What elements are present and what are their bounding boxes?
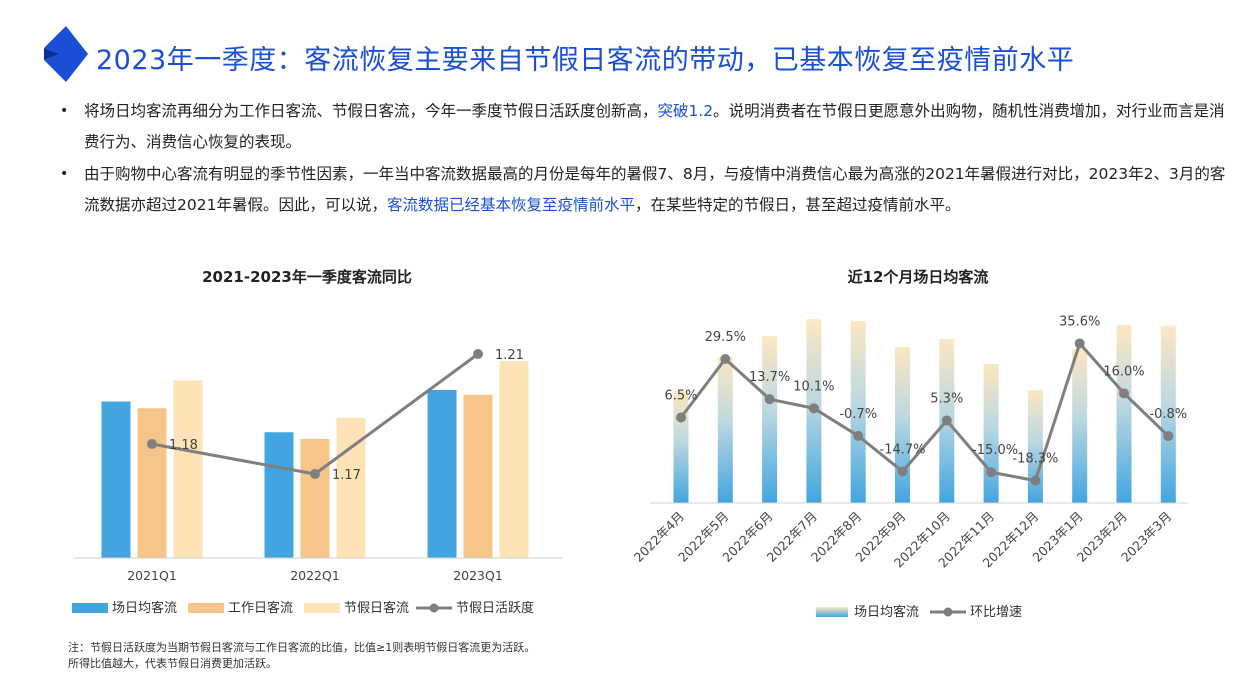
data-label: 16.0%	[1103, 364, 1144, 379]
legend-label: 节假日客流	[344, 600, 409, 616]
bar-daily-traffic	[762, 336, 778, 503]
bar-daily-traffic	[1027, 390, 1043, 503]
footnote-line: 所得比值越大，代表节假日消费更加活跃。	[68, 657, 277, 670]
data-label: 35.6%	[1059, 314, 1100, 329]
bullet-highlight: 突破1.2	[657, 102, 714, 120]
bullet-item: • 将场日均客流再细分为工作日客流、节假日客流，今年一季度节假日活跃度创新高，突…	[56, 96, 1226, 158]
data-label: -0.8%	[1149, 407, 1187, 422]
bullet-text: 。说明消费者在节假日更愿意外出购物，随机性消费增加，对行业而言是消费行为、消费信…	[84, 102, 1225, 151]
line-point	[808, 403, 819, 414]
data-label: -0.7%	[839, 407, 877, 422]
bullet-list: • 将场日均客流再细分为工作日客流、节假日客流，今年一季度节假日活跃度创新高，突…	[56, 96, 1226, 222]
bar-daily-traffic	[1160, 326, 1176, 503]
legend-label: 场日均客流	[112, 600, 177, 616]
line-point	[720, 353, 731, 364]
line-point	[1119, 388, 1129, 399]
data-label: -18.3%	[1012, 452, 1058, 467]
legend-marker	[429, 603, 439, 613]
legend-swatch	[816, 607, 848, 617]
line-point	[941, 415, 952, 426]
bullet-dot: •	[60, 103, 69, 119]
footnote-line: 注：节假日活跃度为当期节假日客流与工作日客流的比值，比值≥1则表明节假日客流更为…	[68, 641, 536, 654]
legend-swatch	[304, 603, 340, 613]
data-label: 13.7%	[749, 370, 790, 385]
line-point	[473, 349, 483, 359]
x-tick-label: 2021Q1	[127, 568, 177, 583]
page-title: 2023年一季度：客流恢复主要来自节假日客流的带动，已基本恢复至疫情前水平	[96, 45, 1075, 76]
bar-workday-traffic	[300, 438, 330, 558]
data-label: 5.3%	[930, 392, 963, 407]
bar-daily-traffic	[1072, 349, 1088, 503]
bar-workday-traffic	[463, 394, 493, 558]
monthly-traffic-chart: 近12个月场日均客流 2022年4月2022年5月2022年6月2022年7月2…	[631, 268, 1188, 620]
bar-daily-traffic	[427, 390, 457, 558]
bar-daily-traffic	[101, 401, 131, 558]
legend-label: 场日均客流	[854, 604, 919, 620]
line-point	[676, 412, 686, 423]
bar-daily-traffic	[717, 357, 733, 503]
bullet-highlight: 客流数据已经基本恢复至疫情前水平	[386, 196, 635, 214]
line-point	[1163, 431, 1174, 442]
bar-daily-traffic	[1116, 325, 1132, 503]
legend-label: 节假日活跃度	[456, 600, 534, 616]
legend-marker	[943, 607, 953, 617]
bar-daily-traffic	[264, 432, 294, 558]
title-chevron-icon	[44, 26, 88, 82]
line-point	[147, 439, 157, 449]
data-label: 1.18	[169, 438, 198, 453]
bullet-dot: •	[60, 166, 69, 182]
line-mom-growth	[679, 340, 1170, 483]
chart-title: 近12个月场日均客流	[848, 268, 989, 286]
chart-title: 2021-2023年一季度客流同比	[202, 268, 412, 286]
legend-label: 环比增速	[970, 605, 1022, 620]
legend-label: 工作日客流	[228, 600, 293, 616]
line-point	[853, 430, 864, 441]
footnote: 注：节假日活跃度为当期节假日客流与工作日客流的比值，比值≥1则表明节假日客流更为…	[68, 640, 535, 672]
line-point	[986, 467, 997, 478]
bar-daily-traffic	[895, 347, 910, 503]
bar-daily-traffic	[850, 321, 866, 503]
bullet-text: 由于购物中心客流有明显的季节性因素，一年当中客流数据最高的月份是每年的暑假7、8…	[84, 165, 1226, 214]
bullet-text: 将场日均客流再细分为工作日客流、节假日客流，今年一季度节假日活跃度创新高，	[84, 102, 658, 120]
legend-swatch	[72, 603, 108, 613]
data-label: -15.0%	[972, 443, 1018, 458]
data-label: 29.5%	[705, 330, 746, 345]
quarterly-traffic-chart: 2021-2023年一季度客流同比 2021Q1 2022Q1 2023Q1 1.1…	[72, 268, 563, 616]
data-label: -14.7%	[880, 442, 926, 457]
data-label: 1.17	[332, 468, 361, 483]
x-tick-label: 2023Q1	[453, 568, 503, 583]
line-point	[310, 469, 320, 479]
line-point	[1030, 475, 1041, 486]
line-point	[1074, 338, 1085, 349]
bar-holiday-traffic	[173, 380, 203, 558]
bar-daily-traffic	[673, 391, 689, 503]
bullet-item: • 由于购物中心客流有明显的季节性因素，一年当中客流数据最高的月份是每年的暑假7…	[56, 159, 1226, 221]
bullet-text: ，在某些特定的节假日，甚至超过疫情前水平。	[634, 196, 961, 214]
bar-workday-traffic	[137, 408, 167, 558]
x-tick-label: 2022Q1	[290, 568, 340, 583]
legend-swatch	[188, 603, 224, 613]
line-point	[764, 394, 775, 405]
data-label: 1.21	[495, 348, 524, 363]
bar-holiday-traffic	[499, 361, 529, 558]
bar-daily-traffic	[983, 364, 999, 503]
data-label: 10.1%	[793, 379, 834, 394]
line-point	[897, 466, 908, 477]
data-label: 6.5%	[664, 389, 697, 404]
